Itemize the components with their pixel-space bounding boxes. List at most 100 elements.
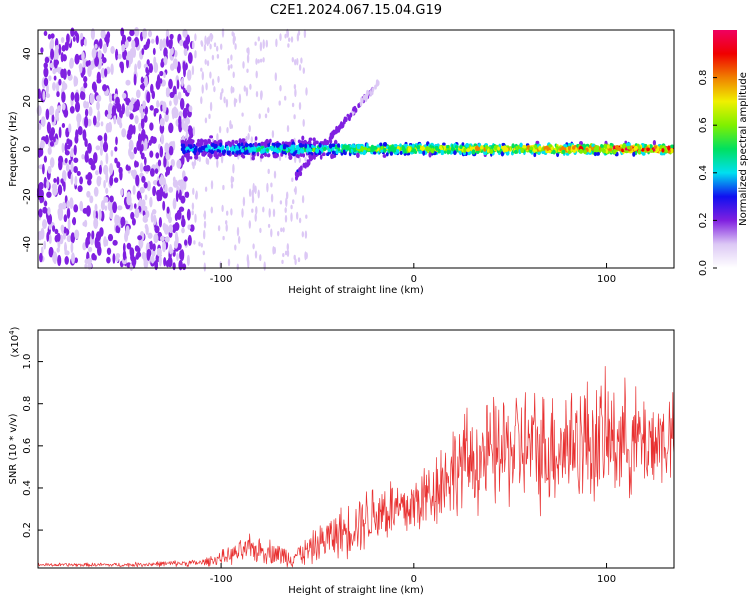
spectrogram-cell bbox=[280, 227, 283, 233]
spectrogram-cell bbox=[87, 257, 93, 264]
spectrogram-cell bbox=[641, 152, 646, 156]
spectrogram-cell bbox=[110, 63, 114, 76]
spectrogram-cell bbox=[150, 211, 154, 223]
spectrogram-cell bbox=[92, 115, 97, 126]
spectrogram-cell bbox=[169, 33, 174, 40]
spectrogram-cell bbox=[323, 146, 327, 151]
spectrogram-cell bbox=[203, 229, 206, 240]
spectrogram-cell bbox=[172, 197, 177, 210]
spectrogram-cell bbox=[112, 239, 118, 246]
spectrogram-cell bbox=[47, 146, 52, 155]
spectrogram-cell bbox=[337, 147, 341, 152]
spectrogram-cell bbox=[188, 105, 193, 113]
spectrogram-cell bbox=[76, 170, 81, 177]
spectrogram-cell bbox=[70, 27, 75, 37]
spectrogram-cell bbox=[134, 100, 139, 112]
spectrogram-cell bbox=[291, 151, 296, 157]
spectrogram-cell bbox=[48, 234, 52, 245]
spectrogram-cell bbox=[291, 57, 294, 63]
spectrogram-cell bbox=[392, 148, 396, 153]
spectrogram-cell bbox=[285, 197, 288, 208]
y-tick-label: -40 bbox=[22, 236, 33, 252]
spectrogram-cell bbox=[295, 175, 299, 181]
spectrogram-cell bbox=[207, 35, 211, 45]
spectrogram-cell bbox=[83, 100, 88, 109]
spectrogram-cell bbox=[144, 223, 149, 230]
spectrogram-cell bbox=[129, 113, 134, 120]
spectrogram-cell bbox=[273, 152, 278, 159]
spectrogram-cell bbox=[55, 108, 59, 120]
spectrogram-cell bbox=[122, 242, 126, 253]
colorbar-tick-label: 0.6 bbox=[698, 117, 709, 133]
spectrogram-cell bbox=[279, 200, 283, 205]
spectrogram-cell bbox=[247, 47, 250, 56]
spectrogram-cell bbox=[486, 148, 490, 153]
spectrogram-cell bbox=[293, 114, 296, 120]
snr-series-line bbox=[37, 366, 675, 568]
spectrogram-cell bbox=[235, 149, 239, 156]
spectrogram-cell bbox=[210, 206, 213, 214]
spectrogram-cell bbox=[376, 80, 380, 86]
spectrogram-cell bbox=[251, 195, 255, 204]
spectrogram-cell bbox=[63, 170, 67, 183]
spectrogram-cell bbox=[296, 33, 300, 42]
spectrogram-cell bbox=[105, 122, 111, 133]
spectrogram-cell bbox=[156, 74, 161, 86]
spectrogram-cell bbox=[49, 105, 55, 116]
spectrogram-cell bbox=[217, 225, 221, 232]
spectrogram-cell bbox=[207, 138, 211, 144]
spectrogram-cell bbox=[259, 58, 263, 63]
spectrogram-cell bbox=[237, 142, 241, 148]
spectrogram-cell bbox=[164, 183, 168, 194]
spectrogram-cell bbox=[249, 83, 252, 90]
spectrogram-cell bbox=[268, 208, 271, 218]
spectrogram-cell bbox=[73, 204, 79, 213]
spectrogram-cell bbox=[100, 121, 104, 127]
spectrogram-cell bbox=[135, 254, 140, 260]
spectrogram-cell bbox=[61, 80, 66, 91]
spectrogram-cell bbox=[38, 147, 44, 157]
spectrogram-cell bbox=[230, 64, 233, 69]
spectrogram-cell bbox=[156, 247, 162, 257]
spectrogram-cell bbox=[85, 174, 90, 180]
spectrogram-cell bbox=[209, 43, 212, 50]
spectrogram-cell bbox=[382, 154, 387, 158]
figure-title: C2E1.2024.067.15.04.G19 bbox=[270, 3, 442, 18]
spectrogram-cell bbox=[66, 235, 72, 243]
spectrogram-cell bbox=[343, 116, 347, 122]
spectrogram-cell bbox=[50, 127, 56, 136]
spectrogram-cell bbox=[241, 112, 244, 117]
spectrogram-cell bbox=[304, 143, 308, 149]
spectrogram-cell bbox=[217, 75, 220, 83]
spectrogram-cell bbox=[209, 101, 213, 112]
spectrogram-cell bbox=[329, 139, 333, 144]
spectrogram-cell bbox=[180, 195, 186, 204]
spectrogram-cell bbox=[339, 122, 343, 128]
spectrogram-cell bbox=[313, 154, 316, 160]
spectrogram-cell bbox=[36, 105, 42, 116]
spectrogram-cell bbox=[307, 160, 311, 166]
spectrogram-cell bbox=[105, 239, 109, 247]
spectrogram-cell bbox=[50, 33, 55, 39]
spectrogram-cell bbox=[42, 206, 48, 214]
spectrogram-cell bbox=[301, 195, 305, 204]
spectrogram-cell bbox=[168, 244, 173, 255]
spectrogram-cell bbox=[255, 58, 258, 65]
spectrogram-cell bbox=[323, 140, 328, 146]
spectrogram-cell bbox=[259, 227, 262, 234]
spectrogram-cell bbox=[93, 152, 98, 164]
spectrogram-cell bbox=[161, 240, 167, 253]
spectrogram-cell bbox=[191, 210, 194, 216]
spectrogram-cell bbox=[163, 47, 168, 58]
spectrogram-cell bbox=[369, 90, 372, 96]
spectrogram-cell bbox=[232, 32, 235, 38]
snr-panel: -100 0 100 0.2 0.4 0.6 0.8 1.0 Height of strai… bbox=[8, 326, 675, 596]
spectrogram-cell bbox=[82, 58, 86, 70]
spectrogram-cell bbox=[652, 139, 657, 146]
spectrogram-cell bbox=[148, 63, 154, 74]
spectrogram-cell bbox=[257, 189, 260, 199]
spectrogram-cell bbox=[297, 149, 301, 155]
spectrogram-cell bbox=[562, 149, 566, 154]
spectrogram-cell bbox=[186, 155, 191, 161]
spectrogram-cell bbox=[89, 195, 94, 204]
